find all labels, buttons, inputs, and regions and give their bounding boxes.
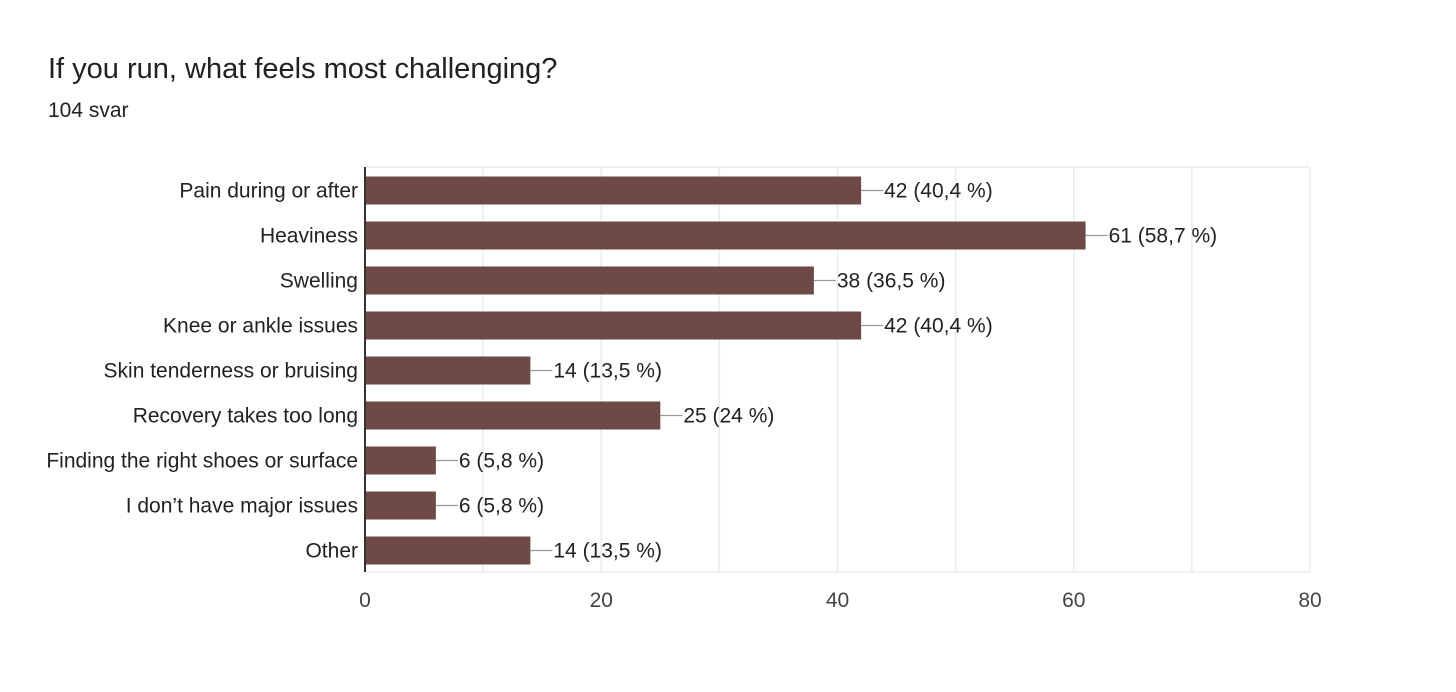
data-label: 42 (40,4 %) [884,315,993,338]
bar [365,446,436,475]
category-label: Recovery takes too long [133,405,358,428]
bar [365,356,531,385]
x-tick-label: 40 [826,589,849,612]
data-label: 42 (40,4 %) [884,180,993,203]
x-tick-label: 80 [1298,589,1321,612]
response-count: 104 svar [48,99,129,122]
question-title: If you run, what feels most challenging? [48,53,558,85]
bar [365,266,814,295]
bar [365,401,661,430]
data-label: 25 (24 %) [683,405,774,428]
category-label: I don’t have major issues [126,495,358,518]
bar [365,176,862,205]
bar [365,221,1086,250]
x-tick-label: 20 [590,589,613,612]
category-label: Swelling [280,270,358,293]
data-label: 6 (5,8 %) [459,495,544,518]
x-tick-label: 0 [359,589,371,612]
data-label: 14 (13,5 %) [553,540,662,563]
category-label: Other [305,540,358,563]
data-label: 6 (5,8 %) [459,450,544,473]
chart-labels: Pain during or after 42 (40,4 %) Heaviness… [46,180,1217,563]
bar [365,536,531,565]
category-label: Pain during or after [179,180,358,203]
data-label: 14 (13,5 %) [553,360,662,383]
chart-axis: 0 20 40 60 80 [359,167,1322,612]
data-label: 61 (58,7 %) [1109,225,1218,248]
chart-bars [365,176,1108,565]
category-label: Knee or ankle issues [163,315,358,338]
x-tick-label: 60 [1062,589,1085,612]
category-label: Finding the right shoes or surface [46,450,358,473]
bar [365,311,862,340]
bar [365,491,436,520]
data-label: 38 (36,5 %) [837,270,946,293]
category-label: Heaviness [260,225,358,248]
category-label: Skin tenderness or bruising [104,360,358,383]
